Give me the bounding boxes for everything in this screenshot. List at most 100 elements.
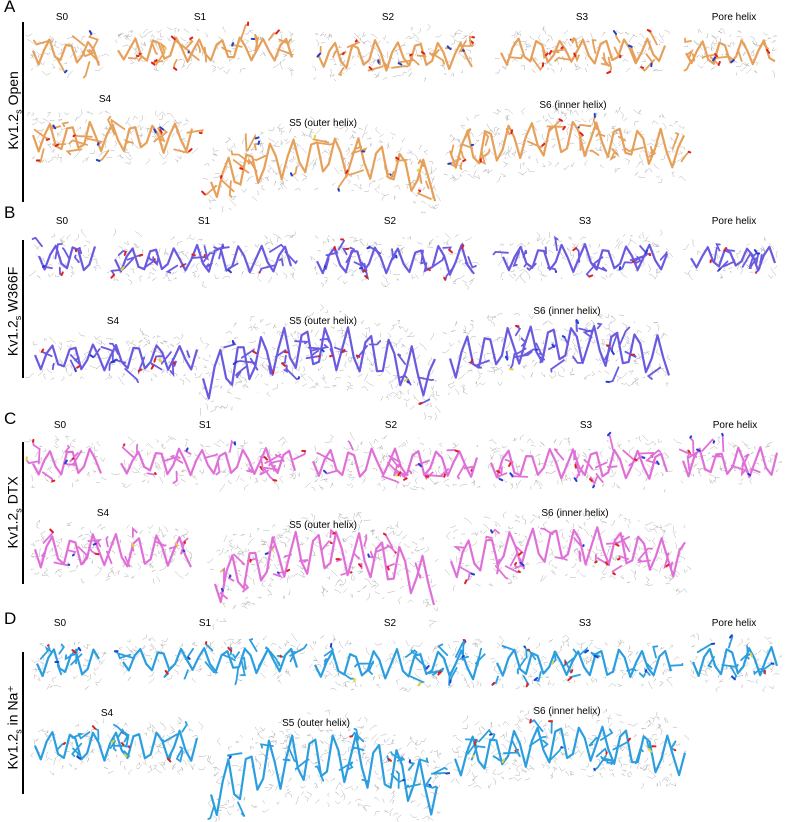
heteroatom-tip xyxy=(640,66,645,69)
side-chain xyxy=(66,549,77,556)
side-chain xyxy=(579,134,584,151)
side-chain xyxy=(361,778,371,786)
heteroatom-tip xyxy=(570,669,574,674)
density-mesh xyxy=(683,27,777,78)
heteroatom-tip xyxy=(397,471,402,477)
panel-letter: D xyxy=(4,609,17,628)
heteroatom-tip xyxy=(159,126,165,131)
side-chain xyxy=(37,447,41,465)
heteroatom-tip xyxy=(110,739,115,744)
heteroatom-tip xyxy=(417,681,422,687)
backbone-trace xyxy=(314,648,481,681)
side-chain xyxy=(701,53,715,59)
panel-b: B Kv1.2s W366F S0 S1 S2 S3 Pore helix S4… xyxy=(0,203,787,421)
side-chain xyxy=(645,53,654,65)
heteroatom-tip xyxy=(616,557,621,561)
heteroatom-tip xyxy=(341,348,346,354)
backbone-trace xyxy=(35,648,100,678)
construct-label: Kv1.2s W366F xyxy=(5,236,24,386)
side-chain xyxy=(618,135,627,142)
side-chain xyxy=(254,154,267,162)
side-chain xyxy=(310,349,320,357)
side-chain xyxy=(351,147,368,155)
heteroatom-tip xyxy=(462,49,465,52)
side-chain xyxy=(554,235,559,252)
side-chain xyxy=(626,667,637,672)
side-chain xyxy=(582,330,593,339)
segment-label-s3: S3 xyxy=(578,216,592,227)
side-chain xyxy=(474,742,486,749)
side-chain xyxy=(748,257,758,269)
side-chain xyxy=(354,662,374,668)
side-chain xyxy=(648,148,657,158)
density-mesh xyxy=(310,233,480,290)
heteroatom-tip xyxy=(366,245,371,250)
side-chain xyxy=(390,751,404,761)
side-chain xyxy=(98,149,110,162)
side-chain xyxy=(548,746,563,762)
segment-label-s1: S1 xyxy=(198,420,212,431)
side-chain xyxy=(203,252,214,263)
segment-label-s6: S6 (inner helix) xyxy=(533,706,601,717)
heteroatom-tip xyxy=(417,463,422,468)
heteroatom-tip xyxy=(489,733,493,736)
side-chain xyxy=(230,150,239,156)
side-chain xyxy=(691,53,696,62)
side-chain xyxy=(108,361,113,371)
heteroatom-tip xyxy=(395,254,398,259)
side-chain xyxy=(319,337,331,343)
heteroatom-tip xyxy=(358,563,362,568)
heteroatom-tip xyxy=(461,654,465,658)
heteroatom-tip xyxy=(289,172,293,177)
heteroatom-tip xyxy=(183,541,187,544)
side-chain xyxy=(403,783,421,789)
heteroatom-tip xyxy=(89,354,95,359)
side-chain xyxy=(463,465,475,472)
panel-letter: B xyxy=(4,203,16,222)
side-chain xyxy=(595,461,608,469)
heteroatom-tip xyxy=(558,118,563,122)
heteroatom-tip xyxy=(496,469,501,474)
backbone-trace xyxy=(448,120,685,169)
side-chain xyxy=(424,784,437,789)
side-chain xyxy=(175,750,184,763)
heteroatom-tip xyxy=(154,472,157,475)
side-chain xyxy=(496,558,501,575)
side-chain xyxy=(218,243,225,260)
segment-label-pore-helix: Pore helix xyxy=(711,216,757,227)
side-chain xyxy=(232,159,244,170)
side-chain xyxy=(470,745,478,761)
side-chain xyxy=(416,190,432,200)
backbone-trace xyxy=(33,343,199,372)
heteroatom-tip xyxy=(231,42,235,47)
side-chain xyxy=(600,728,614,741)
side-chain xyxy=(646,366,662,380)
heteroatom-tip xyxy=(354,39,358,43)
heteroatom-tip xyxy=(231,340,235,345)
heteroatom-tip xyxy=(514,562,518,566)
side-chain xyxy=(420,249,426,265)
side-chain xyxy=(514,325,522,337)
segment-label-s6: S6 (inner helix) xyxy=(541,508,609,519)
side-chain xyxy=(578,327,593,333)
side-chain xyxy=(246,557,257,562)
side-chain xyxy=(570,648,578,665)
side-chain xyxy=(755,253,763,274)
heteroatom-tip xyxy=(749,652,753,658)
segment-label-s6: S6 (inner helix) xyxy=(533,306,601,317)
side-chain xyxy=(337,174,348,192)
side-chain xyxy=(590,651,601,658)
side-chain xyxy=(381,475,400,484)
heteroatom-tip xyxy=(510,129,514,134)
side-chain xyxy=(155,51,166,67)
heteroatom-tip xyxy=(123,753,128,758)
side-chain xyxy=(485,535,493,539)
side-chain xyxy=(432,667,445,676)
heteroatom-tip xyxy=(182,549,186,553)
side-chain xyxy=(220,176,235,193)
heteroatom-tip xyxy=(386,566,390,571)
backbone-trace xyxy=(500,37,667,66)
side-chain xyxy=(456,464,465,480)
heteroatom-tip xyxy=(227,646,233,652)
side-chain xyxy=(646,662,653,670)
